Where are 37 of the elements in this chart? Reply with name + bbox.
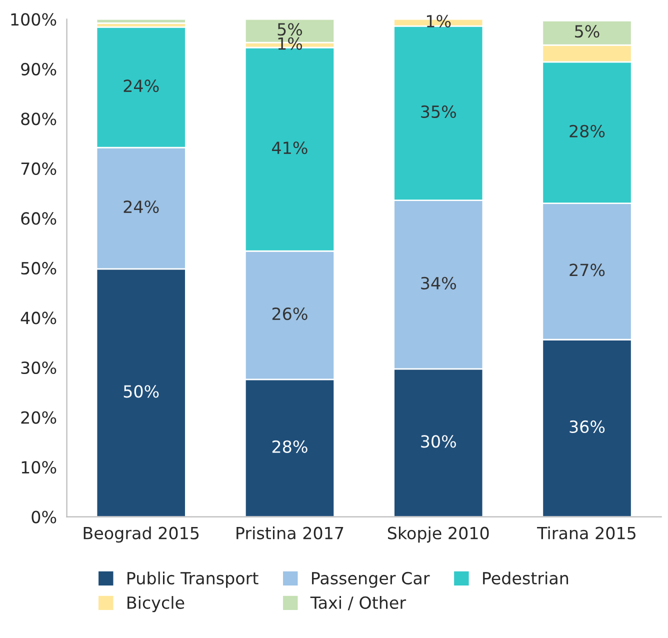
data-label: 24% (124, 200, 159, 214)
y-tick-label: 50% (21, 262, 56, 275)
y-tick-label: 90% (21, 62, 56, 76)
data-label: 50% (124, 385, 159, 398)
legend-label: Taxi / Other (310, 596, 406, 610)
y-tick-label: 0% (32, 510, 56, 524)
y-tick-label: 80% (21, 112, 56, 126)
y-tick-label: 10% (22, 460, 56, 474)
data-label: 1% (426, 14, 451, 28)
y-tick-label: 100% (11, 13, 56, 26)
y-tick-label: 60% (21, 212, 56, 225)
legend-label: Pedestrian (483, 572, 568, 584)
y-tick-label: 30% (21, 361, 56, 374)
data-label: 1% (278, 37, 302, 50)
data-label: 5% (575, 25, 600, 38)
x-tick-label: Beograd 2015 (84, 526, 199, 543)
y-tick-label: 70% (21, 162, 56, 175)
data-label: 30% (421, 435, 456, 448)
data-label: 5% (278, 23, 302, 36)
legend-label: Public Transport (128, 572, 258, 588)
data-label: 35% (421, 105, 456, 118)
data-label: 36% (570, 420, 605, 434)
bar (96, 19, 186, 24)
data-label: 34% (421, 276, 456, 290)
x-tick-label: Pristina 2017 (236, 526, 344, 540)
y-tick-label: 40% (20, 312, 56, 324)
data-label: 27% (570, 264, 605, 276)
legend-label: Passenger Car (312, 572, 430, 588)
data-label: 41% (272, 142, 308, 154)
data-label: 28% (272, 440, 308, 453)
data-label: 28% (570, 124, 605, 138)
y-tick-label: 20% (21, 411, 56, 424)
data-label: 26% (272, 307, 308, 320)
data-label: 24% (124, 80, 159, 92)
legend-label: Bicycle (128, 596, 184, 612)
x-tick-label: Tirana 2015 (537, 526, 636, 540)
x-tick-label: Skopje 2010 (388, 526, 489, 543)
